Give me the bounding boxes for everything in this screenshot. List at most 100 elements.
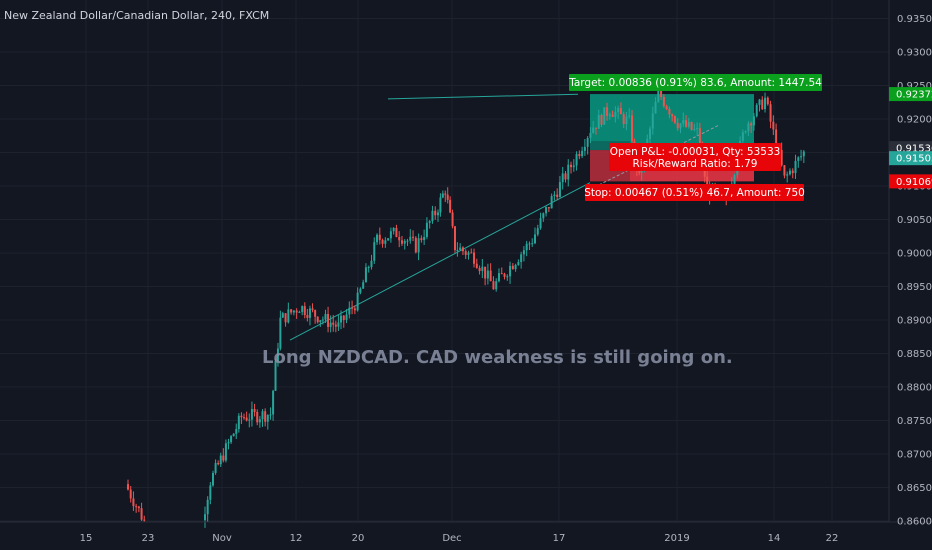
candle-body (232, 433, 235, 437)
candle-body (671, 114, 674, 117)
candle-body (292, 310, 295, 313)
candle-body (788, 170, 791, 175)
candle-body (495, 281, 498, 290)
candle-body (662, 96, 665, 106)
candle-body (492, 281, 495, 290)
candle-body (473, 252, 476, 264)
candle-body (486, 270, 489, 279)
candle-body (389, 231, 392, 239)
candle-body (420, 238, 423, 241)
candle-body (274, 361, 277, 391)
candle-body (143, 519, 146, 521)
candle-body (567, 164, 570, 180)
candle-body (303, 306, 306, 316)
candle-body (284, 313, 287, 323)
candle-body (755, 104, 758, 117)
symbol-title[interactable]: New Zealand Dollar/Canadian Dollar, 240,… (4, 9, 270, 22)
candle-body (654, 101, 657, 114)
candle-body (425, 222, 428, 237)
candle-body (329, 322, 332, 327)
candle-body (434, 210, 437, 216)
x-tick-label: 2019 (664, 533, 689, 544)
candle-body (212, 472, 214, 486)
x-tick-label: 20 (352, 533, 365, 544)
candle-body (800, 156, 803, 158)
candle-body (321, 319, 324, 321)
candle-body (750, 123, 753, 126)
pnl-label-text: Open P&L: -0.00031, Qty: 53533 (610, 146, 781, 158)
candle-body (640, 169, 643, 173)
candle-body (459, 247, 462, 250)
candle-body (506, 276, 509, 278)
candle-body (594, 127, 597, 129)
candle-body (384, 240, 387, 244)
candle-body (367, 267, 370, 269)
position-labels: Target: 0.00836 (0.91%) 83.6, Amount: 14… (568, 74, 822, 201)
candle-body (617, 108, 620, 112)
candle-body (542, 213, 545, 219)
trendline-support (289, 182, 591, 341)
candle-body (398, 236, 401, 241)
candle-body (673, 116, 676, 123)
candle-body (752, 116, 755, 126)
candle-body (528, 243, 531, 245)
candle-body (461, 247, 464, 252)
axes (0, 0, 932, 523)
candle-body (381, 239, 384, 244)
candle-body (237, 415, 240, 430)
candle-body (603, 107, 606, 125)
price-tag-label: 0.91536 (896, 144, 932, 155)
candle-body (586, 138, 589, 147)
x-tick-label: 22 (826, 533, 839, 544)
candle-body (660, 87, 663, 97)
candle-body (761, 99, 764, 110)
candle-body (570, 164, 573, 168)
candle-body (733, 175, 736, 184)
grid-lines (0, 0, 889, 522)
candle-body (608, 114, 611, 116)
candle-body (685, 120, 688, 127)
candle-body (668, 108, 671, 115)
candle-body (256, 411, 259, 423)
long-position-tool[interactable] (589, 94, 754, 190)
candle-body (209, 485, 212, 500)
candle-body (364, 267, 367, 283)
candle-body (696, 128, 699, 130)
candle-body (766, 97, 769, 105)
candle-body (409, 236, 412, 241)
candle-body (619, 108, 622, 115)
candle-body (224, 443, 227, 461)
candle-body (481, 266, 484, 272)
candle-body (484, 266, 487, 279)
candle-body (657, 87, 660, 102)
y-tick-label: 0.86000 (897, 517, 932, 528)
candle-body (614, 111, 617, 117)
candle-body (392, 227, 395, 232)
candle-body (698, 128, 701, 149)
candle-body (431, 210, 434, 222)
candle-body (378, 234, 381, 240)
candle-body (417, 238, 420, 253)
candle-body (797, 157, 800, 161)
candle-body (572, 165, 575, 168)
candle-body (227, 442, 230, 444)
candle-body (217, 463, 220, 465)
price-tag-label: 0.92372 (896, 90, 932, 101)
candle-body (693, 128, 696, 130)
candle-body (269, 414, 272, 416)
candle-body (235, 429, 238, 434)
candle-body (345, 314, 348, 320)
candle-body (706, 176, 709, 187)
candle-body (631, 115, 633, 142)
candle-body (414, 237, 417, 253)
candle-body (206, 499, 209, 515)
candle-body (311, 308, 314, 311)
pnl-label-text: Risk/Reward Ratio: 1.79 (633, 158, 758, 170)
candle-body (682, 120, 685, 124)
candle-body (406, 240, 409, 242)
x-axis-ticks: 15 23 Nov 12 20 Dec 17 2019 14 22 (80, 533, 839, 544)
